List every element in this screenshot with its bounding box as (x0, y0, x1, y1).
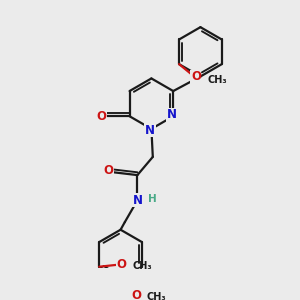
Text: CH₃: CH₃ (132, 261, 152, 271)
Text: H: H (148, 194, 157, 204)
Text: O: O (103, 164, 113, 177)
Text: N: N (167, 108, 177, 122)
Text: CH₃: CH₃ (207, 75, 227, 85)
Text: O: O (191, 70, 201, 83)
Text: N: N (132, 194, 142, 207)
Text: CH₃: CH₃ (147, 292, 166, 300)
Text: O: O (97, 110, 106, 123)
Text: N: N (145, 124, 155, 137)
Text: O: O (117, 258, 127, 271)
Text: O: O (131, 289, 141, 300)
